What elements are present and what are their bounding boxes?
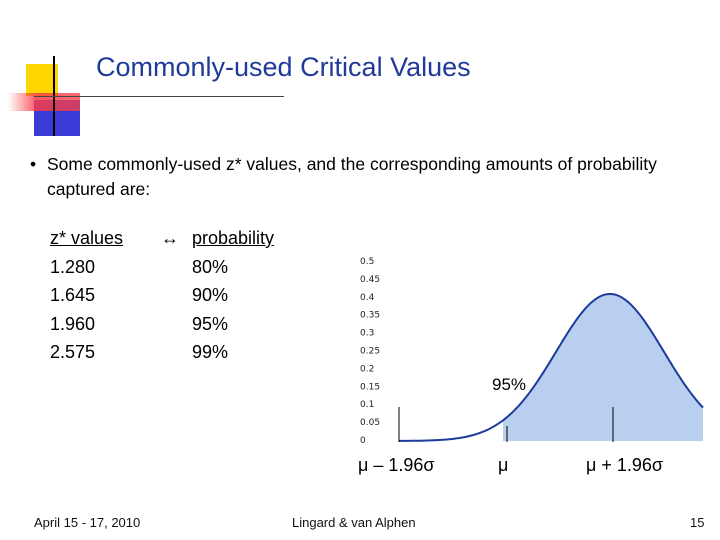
x-label-lower: μ – 1.96σ [358, 455, 435, 475]
percent-annotation: 95% [492, 375, 526, 394]
y-tick-label: 0 [360, 436, 366, 446]
probability-value: 80% [192, 256, 229, 277]
y-tick-label: 0.45 [360, 275, 380, 285]
double-arrow-icon: ↔ [161, 228, 179, 248]
arrow-column: ↔ [161, 224, 179, 253]
footer-date: April 15 - 17, 2010 [34, 515, 141, 530]
y-tick-label: 0.05 [360, 418, 380, 428]
probability-value: 99% [192, 342, 229, 362]
normal-curve-chart: 0.5 0.45 0.4 0.35 0.3 0.25 0.2 0.15 0.1 0.05 0 95% [360, 257, 704, 446]
z-value: 1.960 [50, 313, 96, 334]
shaded-area-95 [503, 294, 703, 441]
normal-curve-line [399, 293, 704, 442]
x-label-mean: μ [498, 455, 509, 475]
y-tick-label: 0.15 [360, 382, 380, 392]
z-value: 2.575 [50, 342, 96, 362]
probability-header: probability [192, 228, 275, 248]
z-value: 1.645 [50, 285, 96, 305]
y-tick-label: 0.25 [360, 347, 380, 357]
y-tick-label: 0.3 [360, 329, 374, 339]
probability-value: 95% [192, 313, 229, 334]
probability-value: 90% [192, 285, 229, 305]
slide-title: Commonly-used Critical Values [96, 52, 471, 82]
x-label-upper: μ + 1.96σ [586, 455, 664, 475]
probability-column: probability 80% 90% 95% 99% [192, 224, 274, 367]
z-values-column: z* values 1.280 1.645 1.960 2.575 [50, 224, 123, 367]
z-value: 1.280 [50, 256, 96, 277]
y-tick-labels: 0.5 0.45 0.4 0.35 0.3 0.25 0.2 0.15 0.1 0.05 0 [360, 257, 380, 446]
bullet-item: • Some commonly-used z* values, and the … [30, 152, 670, 202]
z-values-header: z* values [50, 228, 124, 248]
y-tick-label: 0.4 [360, 293, 375, 303]
bullet-text: Some commonly-used z* values, and the co… [47, 154, 657, 199]
y-tick-label: 0.5 [360, 257, 374, 267]
y-tick-label: 0.1 [360, 400, 374, 410]
footer-author: Lingard & van Alphen [292, 515, 416, 530]
decor-horizontal-line [34, 96, 284, 97]
decor-red-bar [8, 93, 80, 111]
page-number: 15 [690, 515, 705, 530]
decor-yellow-square [26, 64, 58, 96]
y-tick-label: 0.2 [360, 364, 374, 374]
y-tick-label: 0.35 [360, 311, 380, 321]
bullet-dot: • [30, 154, 37, 174]
